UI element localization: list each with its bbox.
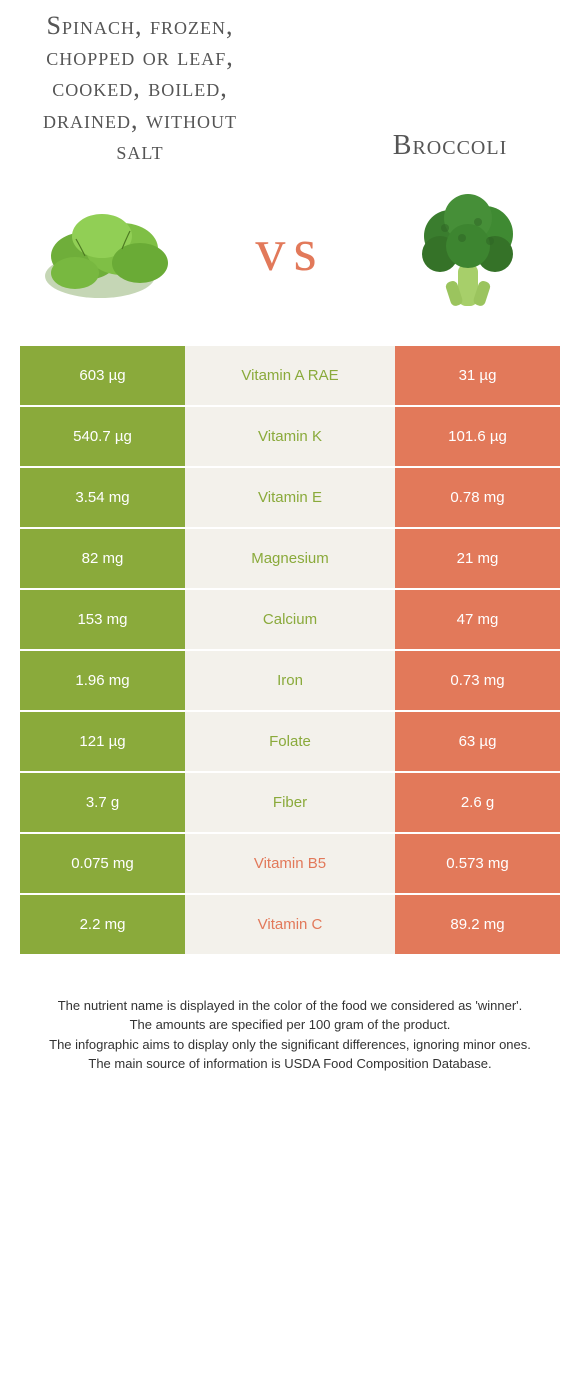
versus-row: vs (0, 186, 580, 346)
right-value: 0.573 mg (395, 834, 560, 893)
footer-notes: The nutrient name is displayed in the co… (0, 956, 580, 1104)
table-row: 1.96 mgIron0.73 mg (20, 651, 560, 710)
right-value: 0.78 mg (395, 468, 560, 527)
right-value: 2.6 g (395, 773, 560, 832)
nutrient-label: Vitamin E (185, 468, 395, 527)
left-value: 540.7 µg (20, 407, 185, 466)
left-value: 0.075 mg (20, 834, 185, 893)
right-value: 63 µg (395, 712, 560, 771)
table-row: 603 µgVitamin A RAE31 µg (20, 346, 560, 405)
comparison-table: 603 µgVitamin A RAE31 µg540.7 µgVitamin … (0, 346, 580, 954)
left-food-title: Spinach, frozen, chopped or leaf, cooked… (30, 10, 250, 166)
footer-line: The amounts are specified per 100 gram o… (30, 1015, 550, 1035)
left-value: 3.54 mg (20, 468, 185, 527)
nutrient-label: Magnesium (185, 529, 395, 588)
spinach-image (30, 186, 200, 316)
infographic-container: Spinach, frozen, chopped or leaf, cooked… (0, 0, 580, 1104)
table-row: 540.7 µgVitamin K101.6 µg (20, 407, 560, 466)
right-value: 47 mg (395, 590, 560, 649)
nutrient-label: Folate (185, 712, 395, 771)
nutrient-label: Vitamin A RAE (185, 346, 395, 405)
footer-line: The main source of information is USDA F… (30, 1054, 550, 1074)
table-row: 82 mgMagnesium21 mg (20, 529, 560, 588)
table-row: 153 mgCalcium47 mg (20, 590, 560, 649)
table-row: 2.2 mgVitamin C89.2 mg (20, 895, 560, 954)
table-row: 3.54 mgVitamin E0.78 mg (20, 468, 560, 527)
table-row: 121 µgFolate63 µg (20, 712, 560, 771)
left-value: 82 mg (20, 529, 185, 588)
right-food-title: Broccoli (350, 130, 550, 166)
nutrient-label: Vitamin C (185, 895, 395, 954)
left-value: 603 µg (20, 346, 185, 405)
left-value: 2.2 mg (20, 895, 185, 954)
right-value: 89.2 mg (395, 895, 560, 954)
nutrient-label: Calcium (185, 590, 395, 649)
right-value: 21 mg (395, 529, 560, 588)
left-value: 121 µg (20, 712, 185, 771)
nutrient-label: Fiber (185, 773, 395, 832)
right-value: 101.6 µg (395, 407, 560, 466)
nutrient-label: Vitamin K (185, 407, 395, 466)
left-value: 153 mg (20, 590, 185, 649)
table-row: 0.075 mgVitamin B50.573 mg (20, 834, 560, 893)
vs-label: vs (255, 216, 324, 285)
broccoli-image (380, 186, 550, 316)
nutrient-label: Vitamin B5 (185, 834, 395, 893)
table-row: 3.7 gFiber2.6 g (20, 773, 560, 832)
header: Spinach, frozen, chopped or leaf, cooked… (0, 0, 580, 186)
footer-line: The nutrient name is displayed in the co… (30, 996, 550, 1016)
left-value: 1.96 mg (20, 651, 185, 710)
right-value: 31 µg (395, 346, 560, 405)
left-value: 3.7 g (20, 773, 185, 832)
nutrient-label: Iron (185, 651, 395, 710)
right-value: 0.73 mg (395, 651, 560, 710)
footer-line: The infographic aims to display only the… (30, 1035, 550, 1055)
